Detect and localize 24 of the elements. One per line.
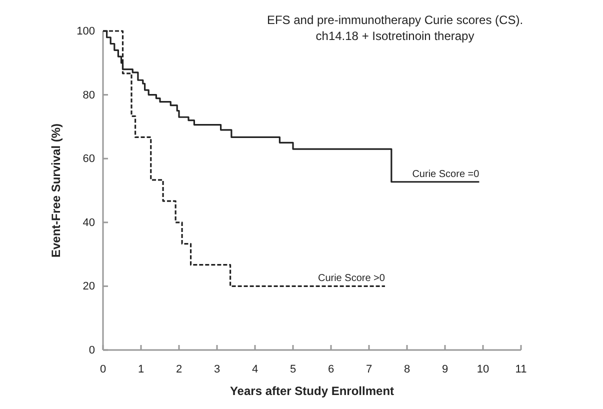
x-tick-label: 2	[176, 363, 182, 376]
x-tick-label: 7	[366, 363, 372, 376]
y-axis-title: Event-Free Survival (%)	[49, 123, 63, 258]
chart-subtitle: ch14.18 + Isotretinoin therapy	[316, 29, 474, 43]
x-tick-label: 0	[100, 363, 106, 376]
series-label: Curie Score >0	[318, 273, 386, 284]
chart-title: EFS and pre-immunotherapy Curie scores (CS).	[266, 13, 524, 27]
x-axis-title: Years after Study Enrollment	[230, 384, 394, 398]
x-tick-label: 10	[476, 363, 490, 376]
y-tick-label: 60	[82, 153, 95, 166]
x-tick-label: 3	[214, 363, 220, 376]
y-tick-label: 20	[82, 280, 95, 293]
series-label: Curie Score =0	[412, 168, 480, 180]
y-tick-label: 40	[82, 216, 95, 229]
x-tick-label: 1	[138, 363, 144, 376]
y-tick-label: 100	[76, 26, 95, 38]
x-tick-label: 6	[328, 363, 334, 376]
x-tick-label: 5	[290, 363, 296, 376]
x-tick-label: 8	[404, 363, 410, 376]
x-tick-label: 4	[252, 363, 258, 376]
y-tick-label: 0	[88, 344, 95, 357]
x-tick-label: 9	[442, 363, 448, 376]
x-tick-label: 11	[515, 363, 527, 376]
y-tick-label: 80	[82, 89, 95, 102]
